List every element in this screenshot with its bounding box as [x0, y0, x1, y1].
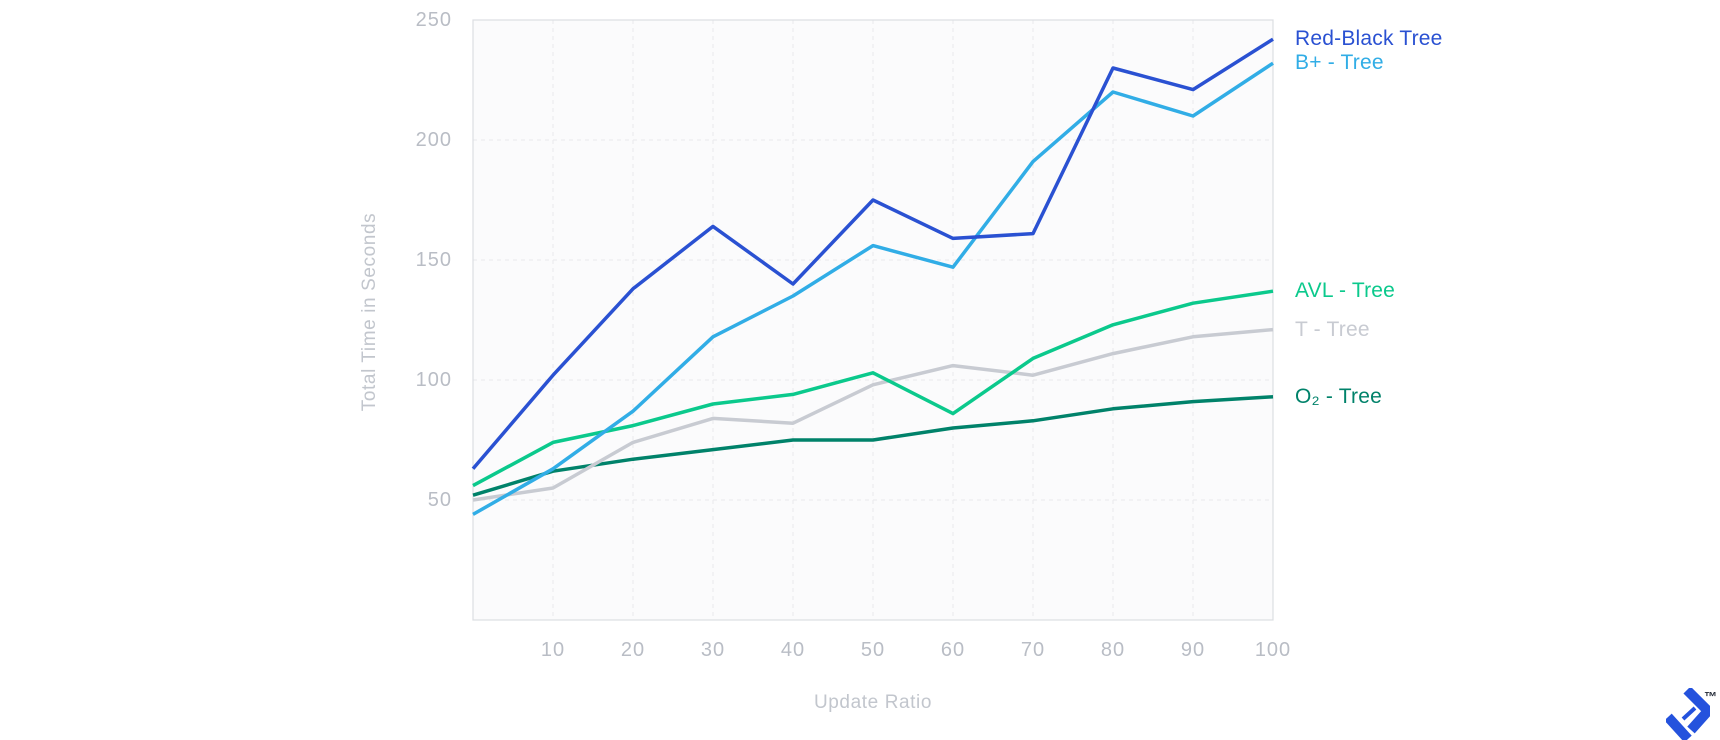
legend-label-red-black: Red-Black Tree [1295, 27, 1443, 51]
y-tick-label: 150 [415, 249, 452, 271]
series-line-t [472, 327, 1274, 502]
series-line-red-black [471, 37, 1274, 470]
x-tick-label: 70 [1020, 639, 1046, 661]
y-tick-label: 250 [415, 9, 452, 31]
x-tick-label: 40 [780, 639, 806, 661]
x-tick-label: 50 [860, 639, 886, 661]
plot-border [472, 19, 1274, 621]
legend-label-o2: O₂ - Tree [1295, 384, 1382, 408]
series-line-b-plus [472, 61, 1274, 516]
legend-label-b-plus: B+ - Tree [1295, 51, 1384, 75]
x-tick-label: 10 [540, 639, 566, 661]
x-tick-label: 90 [1180, 639, 1206, 661]
y-tick-label: 50 [427, 489, 452, 511]
toptal-logo-icon [1664, 686, 1715, 740]
legend-label-avl: AVL - Tree [1295, 279, 1396, 303]
series-line-o2 [472, 395, 1274, 497]
trademark-symbol: ™ [1704, 689, 1717, 704]
x-axis-title: Update Ratio [813, 692, 933, 713]
x-tick-label: 60 [940, 639, 966, 661]
brand-logo: ™ [1664, 686, 1720, 740]
x-tick-label: 30 [700, 639, 726, 661]
x-tick-label: 80 [1100, 639, 1126, 661]
y-tick-label: 100 [415, 369, 452, 391]
legend-label-t: T - Tree [1295, 317, 1370, 341]
x-tick-label: 20 [620, 639, 646, 661]
y-tick-label: 200 [415, 129, 452, 151]
x-tick-label: 100 [1254, 639, 1292, 661]
y-axis-title: Total Time in Seconds [359, 212, 380, 412]
